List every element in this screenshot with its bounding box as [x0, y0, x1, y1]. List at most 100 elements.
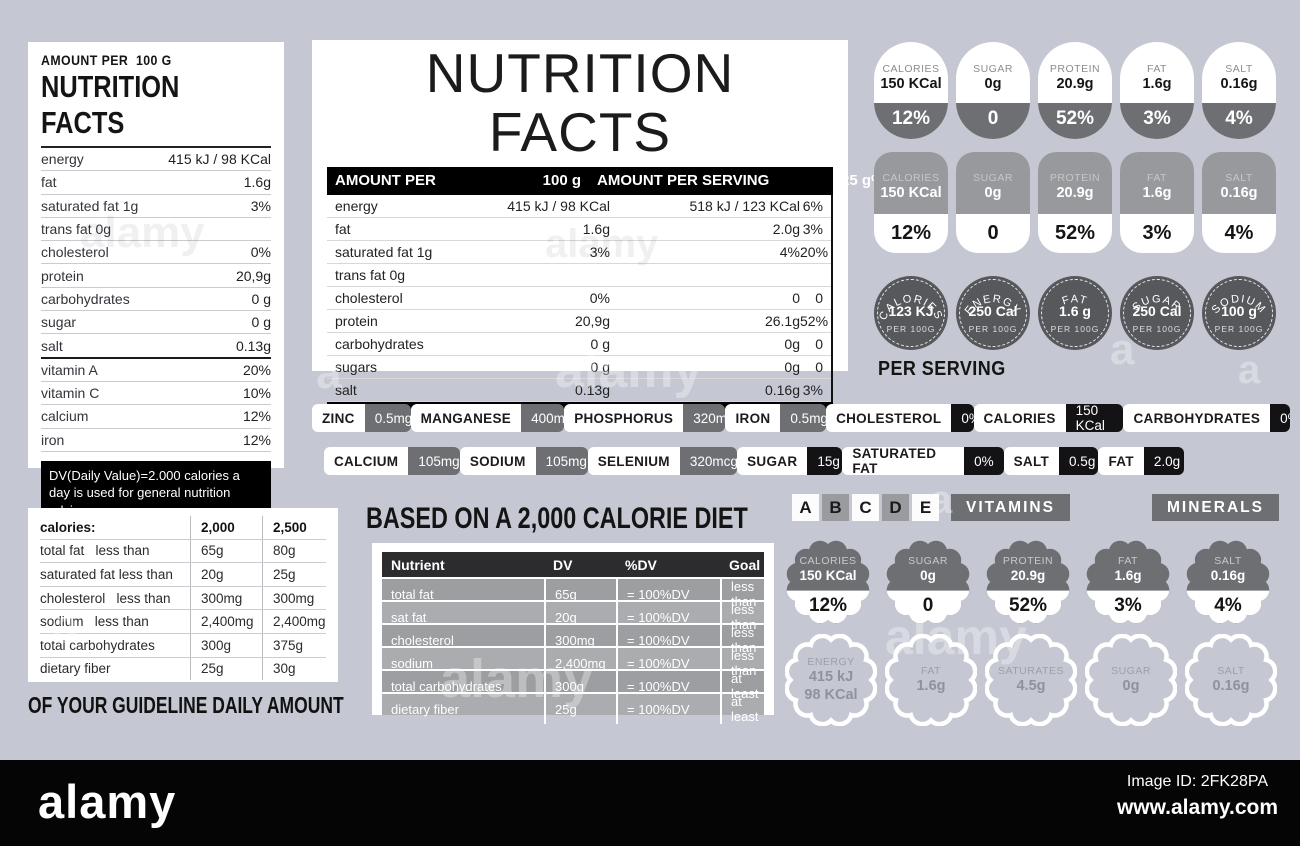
- table-row: protein 20,9g 26.1g 52%: [327, 310, 831, 333]
- vitamin-letter: B: [822, 494, 849, 521]
- table-body: energy 415 kJ / 98 KCal 518 kJ / 123 KCal 6…: [327, 194, 833, 402]
- alamy-image-info: Image ID: 2FK28PA www.alamy.com: [1117, 773, 1278, 820]
- image-id: Image ID: 2FK28PA: [1126, 773, 1269, 790]
- table-row: cholesterol 300mg = 100%DV less than: [382, 625, 764, 655]
- alamy-watermark-a: a: [1238, 348, 1261, 392]
- table-row: total fat less than 65g 80g: [40, 539, 326, 564]
- table-row: saturated fat 1g 3% 4% 20%: [327, 241, 831, 264]
- table-row: salt 0.13g 0.16g 3%: [327, 379, 831, 402]
- nutrient-row: protein 20,9g: [41, 264, 271, 288]
- oval-badge: CALORIES 150 KCal 12%: [874, 42, 948, 139]
- nutrient-pill: PHOSPHORUS320mg: [564, 404, 726, 432]
- alamy-logo: alamy: [38, 775, 177, 828]
- vitamin-letter-row: A B C D E VITAMINS: [792, 494, 1070, 521]
- nutrient-pill: SALT 0.5g: [1003, 447, 1099, 475]
- circle-stamp-row: CALORIES 123 KJ PER 100G ENERGY 250 Cal PE…: [874, 276, 1276, 350]
- table-row: sugars 0 g 0g 0: [327, 356, 831, 379]
- vitamin-letter: C: [852, 494, 879, 521]
- rounded-badge-row: CALORIES 150 KCal 12% SUGAR 0g 0 PROTEIN 20.9…: [874, 152, 1276, 253]
- oval-badge: SUGAR 0g 0: [956, 42, 1030, 139]
- nutrition-facts-title: NUTRITION FACTS: [425, 42, 735, 164]
- nutrient-row: vitamin A 20%: [41, 359, 271, 382]
- wavy-outline-badge-row: ENERGY 415 kJ 98 KCal FAT 1.6g SATURATES 4.5…: [785, 634, 1277, 726]
- nutrient-pill: ZINC 0.5mg: [312, 404, 411, 432]
- seal-badge-row: CALORIES 150 KCal 12% SUGAR 0g 0 PROTEIN 20.9…: [785, 538, 1271, 626]
- oval-badge: FAT 1.6g 3%: [1120, 42, 1194, 139]
- vitamin-letter: E: [912, 494, 939, 521]
- table-row: cholesterol 0% 0 0: [327, 287, 831, 310]
- nutrient-row: vitamin C 10%: [41, 382, 271, 406]
- svg-text:FAT: FAT: [1061, 293, 1090, 307]
- table-row: total carbohydrates 300g 375g: [40, 633, 326, 658]
- nutrient-row: trans fat 0g: [41, 218, 271, 242]
- nutrition-label-100g: AMOUNT PER 100 G NUTRITION FACTS energy 4…: [28, 42, 284, 526]
- guideline-daily-amount-table: calories: 2,000 2,500 total fat less than 6…: [28, 508, 338, 682]
- amount-per-subtitle: AMOUNT PER 100 G: [41, 52, 172, 68]
- wavy-badge: FAT 1.6g: [885, 634, 977, 726]
- table-row: cholesterol less than 300mg 300mg: [40, 586, 326, 611]
- nutrient-row: fat 1.6g: [41, 171, 271, 195]
- circle-stamp: CALORIES 123 KJ PER 100G: [874, 276, 948, 350]
- nutrient-row: salt 0.13g: [41, 334, 271, 359]
- table-header: AMOUNT PER 100 g AMOUNT PER SERVING 125 …: [327, 166, 905, 195]
- dashed-ring: [1123, 279, 1191, 347]
- circle-stamp: ENERGY 250 Cal PER 100G: [956, 276, 1030, 350]
- wavy-badge: ENERGY 415 kJ 98 KCal: [785, 634, 877, 726]
- circle-stamp: FAT 1.6 g PER 100G: [1038, 276, 1112, 350]
- nutrient-pill: SATURATED FAT 0%: [842, 447, 1004, 475]
- table-row: sodium less than 2,400mg 2,400mg: [40, 610, 326, 634]
- per-serving-heading: PER SERVING: [878, 358, 1006, 380]
- nutrient-pill: SODIUM 105mg: [459, 447, 588, 475]
- guideline-heading: OF YOUR GUIDELINE DAILY AMOUNT: [28, 692, 344, 718]
- circle-stamp: SUGAR 250 Cal PER 100G: [1120, 276, 1194, 350]
- nutrient-pill: FAT 2.0g: [1098, 447, 1184, 475]
- nutrient-pill: CALORIES 150 KCal: [973, 404, 1124, 432]
- wavy-badge: SALT 0.16g: [1185, 634, 1277, 726]
- table-row: trans fat 0g: [327, 264, 831, 287]
- seal-badge: SUGAR 0g 0: [885, 538, 971, 626]
- nutrient-pill: IRON 0.5mg: [725, 404, 827, 432]
- table-row: energy 415 kJ / 98 KCal 518 kJ / 123 KCal 6…: [327, 195, 831, 218]
- nutrient-row: sugar 0 g: [41, 311, 271, 335]
- nutrient-pill: SUGAR 15g: [737, 447, 843, 475]
- table-row: sodium 2,400mg = 100%DV less than: [382, 648, 764, 678]
- oval-badge: SALT 0.16g 4%: [1202, 42, 1276, 139]
- oval-badge: PROTEIN 20.9g 52%: [1038, 42, 1112, 139]
- dashed-ring: [1041, 279, 1109, 347]
- table-row: total fat 65g = 100%DV less than: [382, 579, 764, 609]
- calorie-diet-heading: BASED ON A 2,000 CALORIE DIET: [366, 502, 748, 535]
- seal-badge: FAT 1.6g 3%: [1085, 538, 1171, 626]
- rounded-badge: SUGAR 0g 0: [956, 152, 1030, 253]
- nutrient-row: energy 415 kJ / 98 KCal: [41, 148, 271, 172]
- rounded-badge: CALORIES 150 KCal 12%: [874, 152, 948, 253]
- nutrient-row: calcium 12%: [41, 405, 271, 429]
- dashed-ring: [877, 279, 945, 347]
- table-header: calories: 2,000 2,500: [40, 516, 326, 540]
- nutrient-pill: CALCIUM 105mg: [324, 447, 460, 475]
- mineral-pill-row-2: CALCIUM 105mg SODIUM 105mg SELENIUM 320mcg …: [324, 447, 1184, 475]
- nutrient-row: carbohydrates 0 g: [41, 288, 271, 312]
- table-row: dietary fiber 25g 30g: [40, 657, 326, 681]
- dashed-ring: [959, 279, 1027, 347]
- rounded-badge: PROTEIN 20.9g 52%: [1038, 152, 1112, 253]
- table-header: Nutrient DV %DV Goal: [382, 552, 764, 577]
- table-row: sat fat 20g = 100%DV less than: [382, 602, 764, 632]
- nutrient-row: cholesterol 0%: [41, 241, 271, 265]
- dashed-ring: [1205, 279, 1273, 347]
- alamy-url: www.alamy.com: [1116, 796, 1278, 819]
- alamy-bar: alamy Image ID: 2FK28PA www.alamy.com: [0, 760, 1300, 846]
- nutrition-rows: energy 415 kJ / 98 KCal fat 1.6g saturated…: [41, 146, 271, 452]
- table-row: dietary fiber 25g = 100%DV at least: [382, 694, 764, 724]
- nutrient-pill: SELENIUM 320mcg: [587, 447, 738, 475]
- circle-stamp: SODIUM 100 g PER 100G: [1202, 276, 1276, 350]
- vitamin-letter: A: [792, 494, 819, 521]
- minerals-label: MINERALS: [1152, 494, 1279, 521]
- table-row: total carbohydrates 300g = 100%DV at least: [382, 671, 764, 701]
- table-row: fat 1.6g 2.0g 3%: [327, 218, 831, 241]
- table-row: carbohydrates 0 g 0g 0: [327, 333, 831, 356]
- wavy-badge: SATURATES 4.5g: [985, 634, 1077, 726]
- seal-badge: SALT 0.16g 4%: [1185, 538, 1271, 626]
- seal-badge: CALORIES 150 KCal 12%: [785, 538, 871, 626]
- rounded-badge: FAT 1.6g 3%: [1120, 152, 1194, 253]
